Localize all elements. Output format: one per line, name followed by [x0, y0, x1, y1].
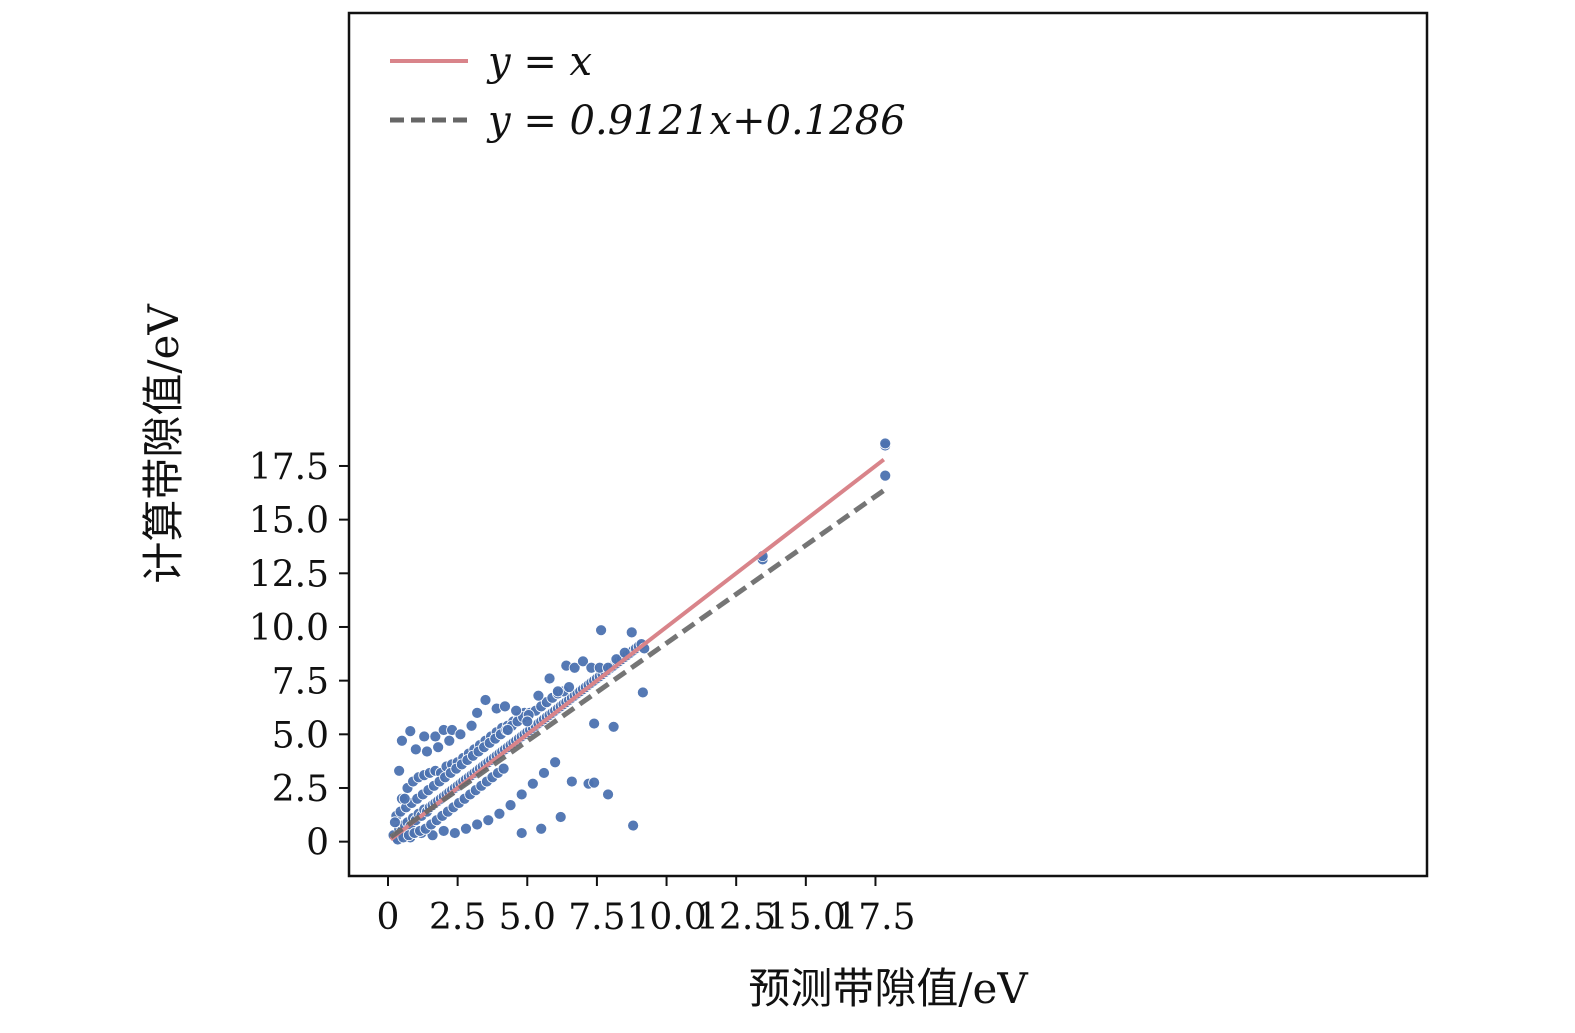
data-point — [879, 437, 892, 450]
data-point — [448, 827, 461, 839]
data-point — [465, 719, 478, 732]
x-tick-label: 15.0 — [766, 897, 846, 938]
data-point — [454, 728, 467, 741]
data-point — [497, 762, 510, 775]
fit-line — [389, 488, 886, 839]
data-point — [471, 706, 484, 719]
data-point — [607, 720, 620, 733]
data-point — [636, 686, 649, 699]
data-point — [460, 822, 472, 835]
x-tick-label: 0 — [377, 897, 400, 938]
data-point — [443, 734, 456, 747]
y-tick-label: 2.5 — [272, 769, 329, 810]
data-point — [563, 681, 575, 693]
data-point — [429, 730, 442, 743]
data-point — [535, 822, 548, 835]
y-tick-label: 10.0 — [249, 608, 329, 649]
data-point — [398, 792, 411, 805]
data-point — [393, 764, 406, 777]
data-point — [515, 788, 528, 801]
data-point — [482, 814, 495, 827]
y-tick-label: 5.0 — [272, 715, 329, 756]
data-point — [499, 700, 511, 713]
data-point — [526, 777, 539, 790]
data-point — [565, 775, 578, 788]
data-point — [421, 745, 433, 758]
data-point — [471, 818, 484, 831]
plot-frame — [347, 11, 1429, 878]
data-point — [577, 655, 589, 668]
x-axis-title: 预测带隙值/eV — [748, 964, 1028, 1013]
data-point — [501, 724, 514, 736]
data-point — [532, 689, 545, 702]
data-point — [521, 715, 534, 728]
data-point — [625, 626, 638, 639]
y-tick-label: 17.5 — [249, 447, 329, 488]
x-tick-label: 7.5 — [568, 897, 625, 938]
data-point — [432, 741, 445, 754]
data-point — [418, 730, 431, 743]
data-point — [389, 816, 401, 829]
data-point — [396, 734, 408, 747]
data-point — [554, 811, 567, 823]
y-tick-label: 12.5 — [249, 554, 329, 595]
data-point — [409, 743, 422, 756]
x-axis-ticks: 0 2.5 5.0 7.5 10.012.515.017.5 — [377, 876, 916, 938]
legend: y = x y = 0.9121x+0.1286 — [390, 39, 906, 144]
data-point — [627, 819, 640, 832]
data-point — [538, 767, 550, 779]
x-tick-label: 12.5 — [696, 897, 776, 938]
data-point — [437, 825, 450, 837]
legend-fit-label: y = 0.9121x+0.1286 — [486, 98, 906, 144]
data-point — [568, 661, 581, 674]
legend-identity-label: y = x — [486, 39, 592, 85]
data-point — [588, 717, 601, 730]
data-point — [515, 827, 528, 839]
data-point — [493, 807, 506, 820]
data-point — [552, 685, 564, 698]
x-tick-label: 10.0 — [626, 897, 706, 938]
identity-line — [389, 457, 886, 842]
y-axis-ticks: 0 2.5 5.0 7.5 10.0 12.5 15.0 17.5 — [249, 447, 349, 864]
data-point — [588, 776, 601, 789]
data-point — [479, 694, 492, 706]
y-tick-label: 15.0 — [249, 501, 329, 542]
x-tick-label: 17.5 — [835, 897, 915, 938]
data-point — [543, 672, 556, 685]
y-axis-title: 计算带隙值/eV — [139, 304, 188, 584]
data-point — [504, 799, 517, 812]
reference-lines — [389, 457, 886, 842]
y-tick-label: 0 — [306, 823, 329, 864]
x-tick-label: 2.5 — [429, 897, 486, 938]
data-point — [879, 469, 892, 482]
data-point — [404, 725, 417, 737]
data-point — [549, 756, 562, 769]
data-point — [602, 788, 614, 801]
y-tick-label: 7.5 — [272, 662, 329, 703]
data-point — [595, 624, 607, 637]
x-tick-label: 5.0 — [499, 897, 556, 938]
data-point — [510, 704, 523, 717]
